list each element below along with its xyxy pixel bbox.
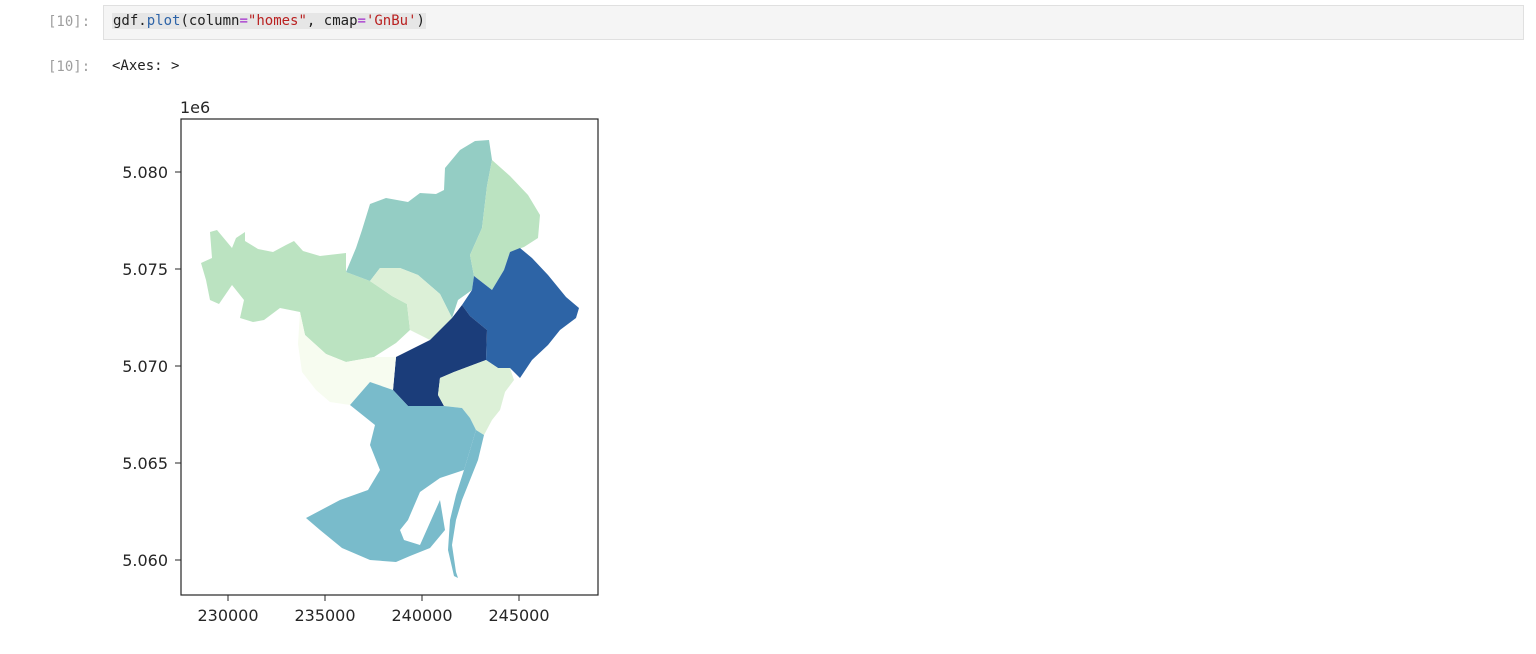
offset-label: 1e6 [180, 98, 210, 117]
code-token: = [357, 13, 366, 29]
x-tick-label: 245000 [488, 606, 549, 625]
region-north-center [346, 140, 492, 318]
code-token: (column [180, 13, 240, 29]
code-token: , cmap [306, 13, 358, 29]
y-tick-label: 5.065 [122, 454, 168, 473]
code-token: ) [416, 13, 425, 29]
x-tick-label: 230000 [197, 606, 258, 625]
y-axis: 5.080 5.075 5.070 5.065 5.060 [122, 163, 181, 570]
x-tick-label: 235000 [294, 606, 355, 625]
code-token: plot [146, 13, 181, 29]
region-coast-light [438, 360, 514, 435]
region-east [462, 248, 579, 378]
region-port [448, 430, 484, 578]
code-line[interactable]: gdf.plot(column="homes", cmap='GnBu') [112, 13, 426, 29]
code-token: = [239, 13, 248, 29]
region-west [201, 230, 410, 362]
code-input-area[interactable]: gdf.plot(column="homes", cmap='GnBu') [103, 5, 1524, 40]
region-south [306, 382, 476, 562]
code-token: gdf [113, 13, 139, 29]
region-center-dark [393, 305, 487, 406]
output-prompt: [10]: [48, 59, 91, 75]
input-prompt: [10]: [48, 14, 91, 30]
code-token: "homes" [247, 13, 307, 29]
region-northeast [470, 160, 540, 290]
x-axis: 230000 235000 240000 245000 [197, 595, 550, 625]
output-text: <Axes: > [112, 58, 180, 74]
y-tick-label: 5.075 [122, 260, 168, 279]
x-tick-label: 240000 [391, 606, 452, 625]
axes-frame [180, 118, 599, 596]
code-token: 'GnBu' [365, 13, 417, 29]
y-tick-label: 5.060 [122, 551, 168, 570]
y-tick-label: 5.080 [122, 163, 168, 182]
y-tick-label: 5.070 [122, 357, 168, 376]
code-token: . [138, 13, 147, 29]
map-regions [201, 140, 579, 578]
region-center-light [370, 268, 452, 340]
output-cell: [10]: [0, 48, 1536, 654]
input-cell: [10]: gdf.plot(column="homes", cmap='GnB… [0, 0, 1536, 48]
region-south-west-light [298, 312, 396, 405]
